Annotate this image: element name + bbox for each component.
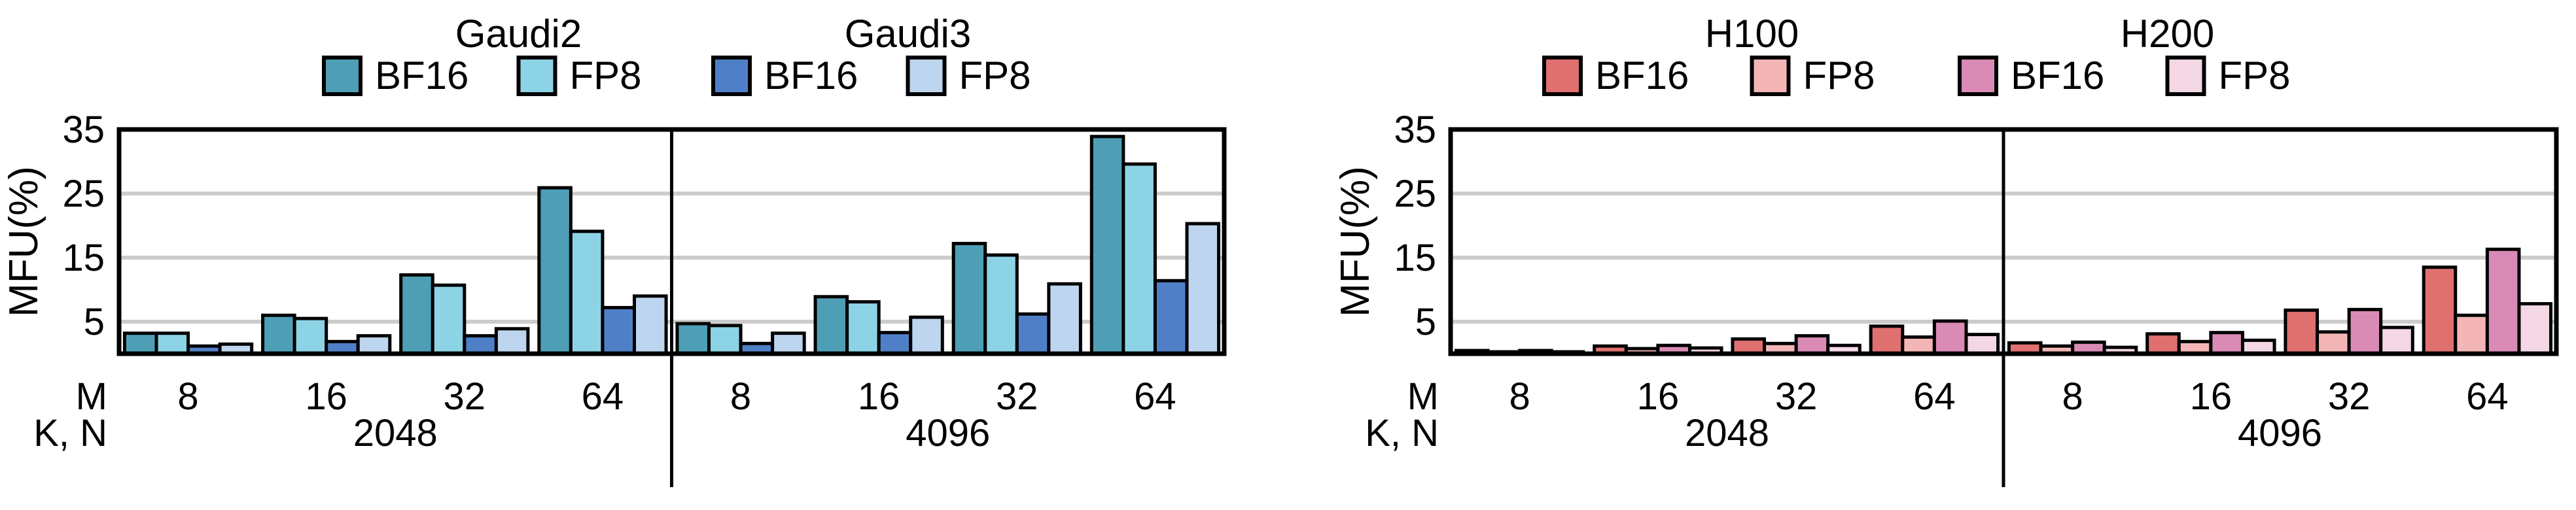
bar bbox=[2517, 302, 2553, 356]
x-group-label: 4096 bbox=[906, 412, 990, 454]
bar bbox=[2485, 247, 2521, 356]
bar bbox=[813, 295, 849, 356]
legend-label: FP8 bbox=[570, 54, 642, 97]
bar bbox=[675, 322, 711, 356]
legend-group-title: Gaudi2 bbox=[455, 12, 582, 56]
bar bbox=[494, 327, 530, 356]
bar bbox=[771, 332, 806, 356]
x-category-label: 64 bbox=[1913, 375, 1956, 418]
legend-label: BF16 bbox=[764, 54, 858, 97]
legend-swatch bbox=[1750, 56, 1791, 96]
bar bbox=[2145, 332, 2181, 356]
bar bbox=[877, 331, 913, 356]
legend-group-title: H200 bbox=[2121, 12, 2214, 56]
x-category-label: 8 bbox=[2062, 375, 2083, 418]
bar bbox=[356, 334, 392, 356]
bar bbox=[154, 332, 190, 356]
legend-swatch bbox=[2165, 56, 2206, 96]
legend-label: FP8 bbox=[1803, 54, 1875, 97]
bar bbox=[1121, 162, 1157, 356]
bar bbox=[2316, 330, 2351, 356]
x-category-label: 32 bbox=[444, 375, 486, 418]
bar bbox=[2347, 307, 2383, 356]
x-category-label: 16 bbox=[2190, 375, 2232, 418]
legend-label: BF16 bbox=[375, 54, 468, 97]
x-category-label: 16 bbox=[305, 375, 347, 418]
bar bbox=[983, 253, 1019, 356]
x-category-label: 8 bbox=[1509, 375, 1530, 418]
bar bbox=[537, 186, 573, 356]
x-category-label: 32 bbox=[1775, 375, 1818, 418]
x-row-label: K, N bbox=[1365, 412, 1439, 454]
bar bbox=[122, 332, 158, 356]
x-row-label: K, N bbox=[33, 412, 107, 454]
bar bbox=[1047, 282, 1082, 356]
bar bbox=[1089, 135, 1125, 356]
x-group-label: 2048 bbox=[1685, 412, 1769, 454]
x-category-label: 32 bbox=[996, 375, 1038, 418]
y-axis-label: MFU(%) bbox=[1333, 166, 1378, 317]
bar bbox=[2379, 326, 2414, 356]
bar bbox=[2209, 331, 2244, 356]
bar bbox=[1964, 333, 2000, 356]
legend-swatch bbox=[1542, 56, 1583, 96]
x-category-label: 32 bbox=[2328, 375, 2371, 418]
y-tick-label: 5 bbox=[84, 301, 105, 343]
bar bbox=[632, 294, 668, 356]
bar bbox=[1185, 222, 1221, 356]
legend-group-title: H100 bbox=[1705, 12, 1799, 56]
bar bbox=[261, 313, 296, 356]
bar bbox=[1153, 279, 1189, 356]
y-tick-label: 15 bbox=[1394, 237, 1436, 279]
x-row-label: M bbox=[1407, 375, 1439, 418]
legend-swatch bbox=[322, 56, 362, 96]
y-tick-label: 25 bbox=[62, 173, 105, 215]
x-category-label: 64 bbox=[1134, 375, 1176, 418]
legend-swatch bbox=[711, 56, 752, 96]
legend-group-title: Gaudi3 bbox=[845, 12, 971, 56]
x-category-label: 16 bbox=[1637, 375, 1680, 418]
bar bbox=[1869, 324, 1905, 356]
x-group-label: 2048 bbox=[353, 412, 438, 454]
x-row-label: M bbox=[76, 375, 107, 418]
x-category-label: 64 bbox=[582, 375, 624, 418]
bar bbox=[845, 300, 881, 356]
bar bbox=[601, 305, 636, 356]
bar bbox=[1901, 335, 1936, 356]
legend-label: BF16 bbox=[2011, 54, 2104, 97]
y-axis-label: MFU(%) bbox=[1, 166, 46, 317]
legend-label: FP8 bbox=[959, 54, 1031, 97]
bar bbox=[1794, 334, 1830, 356]
y-tick-label: 35 bbox=[1394, 109, 1436, 151]
bar bbox=[1015, 312, 1051, 356]
x-category-label: 8 bbox=[730, 375, 751, 418]
y-tick-label: 35 bbox=[62, 109, 105, 151]
x-group-label: 4096 bbox=[2238, 412, 2322, 454]
bar bbox=[431, 283, 467, 356]
bar bbox=[951, 241, 987, 356]
bar bbox=[569, 230, 605, 356]
legend-swatch bbox=[1958, 56, 1998, 96]
x-category-label: 16 bbox=[858, 375, 900, 418]
bar bbox=[2284, 308, 2320, 356]
y-tick-label: 5 bbox=[1415, 301, 1436, 343]
legend-label: BF16 bbox=[1595, 54, 1689, 97]
legend-swatch bbox=[906, 56, 947, 96]
y-tick-label: 15 bbox=[62, 237, 105, 279]
x-category-label: 8 bbox=[177, 375, 198, 418]
bar bbox=[2454, 313, 2489, 356]
legend-label: FP8 bbox=[2219, 54, 2291, 97]
bar bbox=[463, 334, 498, 356]
bar bbox=[399, 273, 434, 356]
legend-swatch bbox=[516, 56, 557, 96]
bar bbox=[292, 316, 328, 356]
y-tick-label: 25 bbox=[1394, 173, 1436, 215]
bar bbox=[1932, 319, 1968, 356]
bar bbox=[2422, 265, 2458, 356]
bar bbox=[707, 324, 743, 356]
x-category-label: 64 bbox=[2466, 375, 2509, 418]
bar bbox=[909, 315, 944, 356]
